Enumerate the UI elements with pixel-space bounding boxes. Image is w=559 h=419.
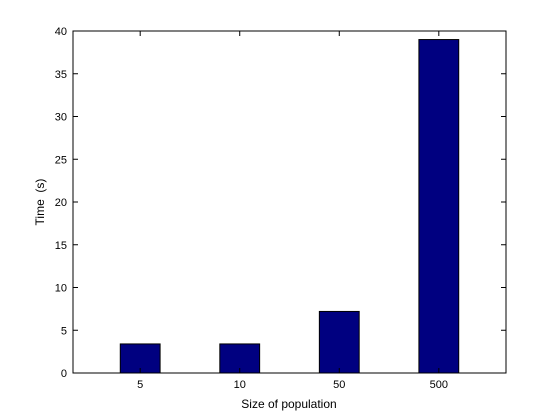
x-tick-label: 10 [234, 379, 246, 391]
x-tick-label: 50 [333, 379, 345, 391]
x-tick-label: 5 [137, 379, 143, 391]
y-tick-label: 5 [61, 325, 67, 337]
bar-500 [418, 39, 460, 374]
y-tick-label: 30 [55, 112, 67, 124]
y-tick-label: 15 [55, 240, 67, 252]
y-tick-label: 20 [55, 197, 67, 209]
y-tick-label: 25 [55, 154, 67, 166]
y-tick-label: 35 [55, 69, 67, 81]
y-tick-label: 0 [61, 368, 67, 380]
bars-group [119, 39, 460, 374]
bar-50 [318, 310, 360, 374]
x-ticks-group: 5 10 50 500 [137, 31, 448, 391]
x-tick-label: 500 [430, 379, 448, 391]
x-axis-label: Size of population [241, 397, 336, 411]
y-tick-label: 40 [55, 26, 67, 38]
y-axis-label: Time (s) [33, 179, 47, 226]
y-tick-label: 10 [55, 283, 67, 295]
y-ticks-group: 0 5 10 15 20 25 30 35 40 [55, 26, 506, 380]
